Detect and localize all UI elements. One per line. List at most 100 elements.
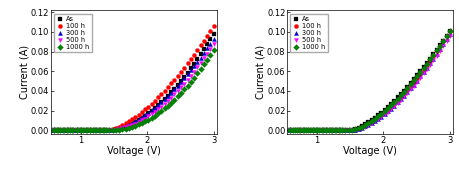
300 h [287,129,292,131]
100 h [96,129,102,131]
300 h [290,129,296,131]
500 h [407,88,413,90]
As [207,38,213,40]
Y-axis label: Current (A): Current (A) [19,45,29,99]
300 h [139,116,144,118]
1000 h [329,129,335,131]
As [342,129,347,131]
300 h [132,120,138,122]
As [64,129,70,131]
1000 h [430,54,435,56]
As [110,129,115,131]
300 h [313,129,318,131]
500 h [384,111,390,113]
1000 h [129,126,134,128]
100 h [171,79,177,81]
300 h [381,113,386,115]
1000 h [401,91,406,93]
100 h [446,30,452,32]
1000 h [404,87,409,89]
As [71,129,76,131]
100 h [57,129,63,131]
300 h [113,128,118,130]
1000 h [362,124,367,126]
1000 h [355,127,360,129]
500 h [316,129,321,131]
100 h [417,73,422,75]
1000 h [142,120,148,122]
1000 h [339,129,344,131]
500 h [119,127,125,129]
1000 h [116,129,122,131]
100 h [64,129,70,131]
1000 h [371,118,377,120]
1000 h [54,129,60,131]
500 h [146,115,151,117]
1000 h [207,54,213,56]
100 h [84,129,89,131]
As [384,106,390,108]
As [378,112,383,114]
300 h [316,129,321,131]
1000 h [210,49,216,51]
As [181,76,187,78]
300 h [423,67,429,69]
300 h [96,129,102,131]
As [329,129,335,131]
500 h [71,129,76,131]
1000 h [394,98,399,100]
1000 h [375,115,380,117]
100 h [365,123,370,125]
500 h [287,129,292,131]
1000 h [155,112,161,114]
1000 h [185,85,190,87]
300 h [365,124,370,126]
1000 h [74,129,79,131]
X-axis label: Voltage (V): Voltage (V) [342,146,396,156]
100 h [394,99,399,101]
As [345,129,351,131]
1000 h [100,129,105,131]
500 h [113,129,118,131]
100 h [287,129,292,131]
As [300,129,305,131]
500 h [326,129,331,131]
Line: As: As [52,32,215,132]
300 h [77,129,83,131]
500 h [339,129,344,131]
100 h [300,129,305,131]
500 h [336,129,341,131]
100 h [440,40,445,42]
300 h [201,52,206,54]
As [90,129,95,131]
300 h [87,129,92,131]
1000 h [188,81,193,83]
As [103,129,109,131]
As [67,129,73,131]
100 h [352,129,357,131]
300 h [332,129,338,131]
As [77,129,83,131]
500 h [57,129,63,131]
100 h [426,60,432,62]
1000 h [303,129,308,131]
As [358,125,364,127]
As [371,117,377,119]
100 h [316,129,321,131]
300 h [71,129,76,131]
500 h [368,122,374,124]
300 h [142,114,148,116]
Text: (a): (a) [56,14,71,24]
100 h [90,129,95,131]
Line: 300 h: 300 h [287,32,451,132]
1000 h [391,101,396,103]
1000 h [103,129,109,131]
100 h [51,129,56,131]
As [362,123,367,125]
300 h [433,53,438,55]
1000 h [309,129,315,131]
Line: 300 h: 300 h [52,37,215,132]
1000 h [77,129,83,131]
100 h [155,96,161,98]
As [437,44,442,46]
